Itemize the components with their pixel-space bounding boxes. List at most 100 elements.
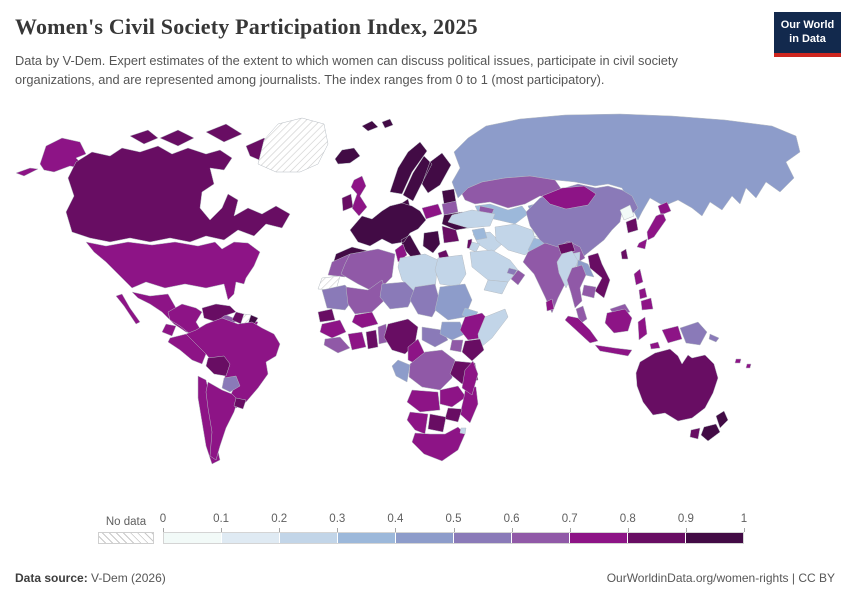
country-south-africa[interactable] <box>411 426 466 462</box>
country-malawi-mozambique[interactable] <box>459 383 479 424</box>
legend-bin[interactable] <box>164 533 221 543</box>
country-north-korea[interactable] <box>619 204 635 221</box>
country-zimbabwe[interactable] <box>444 407 463 423</box>
country-oman[interactable] <box>510 269 526 286</box>
country-nepal[interactable] <box>557 241 576 255</box>
legend-tick-mark <box>221 528 223 532</box>
country-niger[interactable] <box>379 281 416 310</box>
country-greenland[interactable] <box>257 117 329 173</box>
legend-bin[interactable] <box>221 533 279 543</box>
legend-no-data-swatch[interactable] <box>98 532 154 544</box>
country-botswana[interactable] <box>427 413 447 433</box>
legend-bin[interactable] <box>279 533 337 543</box>
country-cambodia[interactable] <box>581 284 597 299</box>
country-russia[interactable] <box>451 113 801 221</box>
country-pacific-islands[interactable] <box>734 358 752 369</box>
country-argentina[interactable] <box>205 381 239 461</box>
country-tunisia[interactable] <box>394 243 408 263</box>
country-chad[interactable] <box>409 283 441 318</box>
country-guinea[interactable] <box>319 319 347 339</box>
legend-tick-label: 0.1 <box>213 513 230 525</box>
country-brazil[interactable] <box>185 317 281 409</box>
country-eswatini[interactable] <box>459 427 467 435</box>
country-somalia[interactable] <box>477 308 509 349</box>
country-australia[interactable] <box>635 348 719 422</box>
country-svalbard[interactable] <box>361 118 394 132</box>
country-romania-bulgaria[interactable] <box>441 225 460 244</box>
country-iceland[interactable] <box>334 147 361 165</box>
country-venezuela[interactable] <box>201 303 237 323</box>
chart-subtitle: Data by V-Dem. Expert estimates of the e… <box>15 53 678 87</box>
country-uae[interactable] <box>506 267 518 276</box>
legend-ticks: 0 0.1 0.2 0.3 0.4 0.5 0.6 0.7 0.8 0.9 1 <box>160 513 748 532</box>
owid-logo[interactable]: Our World in Data <box>774 12 841 57</box>
page-title: Women's Civil Society Participation Inde… <box>15 14 478 39</box>
legend-tick-mark <box>511 528 513 532</box>
country-kenya[interactable] <box>461 338 485 362</box>
country-angola[interactable] <box>406 389 441 413</box>
country-egypt[interactable] <box>434 254 467 288</box>
country-bolivia[interactable] <box>205 355 231 377</box>
country-belarus[interactable] <box>441 200 459 216</box>
legend-bin[interactable] <box>511 533 569 543</box>
country-vietnam[interactable] <box>587 252 611 299</box>
country-balkans[interactable] <box>422 230 441 254</box>
country-sierra-leone-liberia[interactable] <box>323 336 351 354</box>
legend-tick-mark <box>744 528 745 532</box>
country-ecuador[interactable] <box>161 323 177 337</box>
country-new-zealand[interactable] <box>700 410 729 442</box>
country-south-sudan[interactable] <box>439 321 466 341</box>
country-japan[interactable] <box>636 201 672 250</box>
country-papua-new-guinea[interactable] <box>679 321 720 346</box>
country-burkina-faso[interactable] <box>351 311 379 329</box>
country-scandinavia[interactable] <box>389 141 452 202</box>
country-mali[interactable] <box>345 279 389 315</box>
legend-tick-mark <box>627 528 629 532</box>
country-ireland[interactable] <box>341 193 354 212</box>
owid-logo-redbar <box>774 53 841 57</box>
country-saudi-arabia[interactable] <box>469 249 519 283</box>
legend-no-data-label: No data <box>105 516 147 528</box>
country-zambia[interactable] <box>439 385 467 408</box>
country-philippines[interactable] <box>633 268 654 311</box>
country-namibia[interactable] <box>406 411 429 435</box>
country-alaska[interactable] <box>15 137 89 177</box>
country-taiwan[interactable] <box>620 248 629 260</box>
country-south-korea[interactable] <box>625 217 639 234</box>
legend-bin[interactable] <box>337 533 395 543</box>
rights-link[interactable]: OurWorldinData.org/women-rights | CC BY <box>606 571 835 585</box>
country-mongolia[interactable] <box>541 185 597 210</box>
legend-tick-mark <box>337 528 339 532</box>
country-paraguay[interactable] <box>221 375 241 393</box>
country-poland[interactable] <box>421 203 443 220</box>
legend-bin[interactable] <box>685 533 743 543</box>
country-drc[interactable] <box>408 349 456 391</box>
country-colombia[interactable] <box>167 303 203 335</box>
country-uganda[interactable] <box>449 339 464 353</box>
legend-bin[interactable] <box>569 533 627 543</box>
country-canada-arctic-islands[interactable] <box>129 123 279 163</box>
country-sudan[interactable] <box>434 283 473 321</box>
country-madagascar[interactable] <box>461 360 479 396</box>
country-senegal[interactable] <box>317 308 336 323</box>
country-indonesia[interactable] <box>564 308 683 357</box>
country-uk[interactable] <box>350 175 368 217</box>
legend-bin[interactable] <box>627 533 685 543</box>
country-thailand[interactable] <box>566 264 587 309</box>
country-canada[interactable] <box>65 145 291 243</box>
legend-tick-label: 1 <box>740 513 748 525</box>
country-sri-lanka[interactable] <box>545 298 555 312</box>
country-usa[interactable] <box>85 241 261 301</box>
country-tasmania[interactable] <box>689 427 701 440</box>
legend-bin[interactable] <box>453 533 511 543</box>
country-ivory-coast[interactable] <box>347 331 367 351</box>
country-uruguay[interactable] <box>233 397 247 410</box>
country-yemen[interactable] <box>483 279 509 295</box>
legend-bin[interactable] <box>395 533 453 543</box>
country-ghana[interactable] <box>365 329 379 350</box>
country-turkey[interactable] <box>447 209 496 229</box>
country-syria[interactable] <box>471 227 488 241</box>
data-source-text: V-Dem (2026) <box>87 571 166 585</box>
country-congo-gabon[interactable] <box>391 359 411 383</box>
